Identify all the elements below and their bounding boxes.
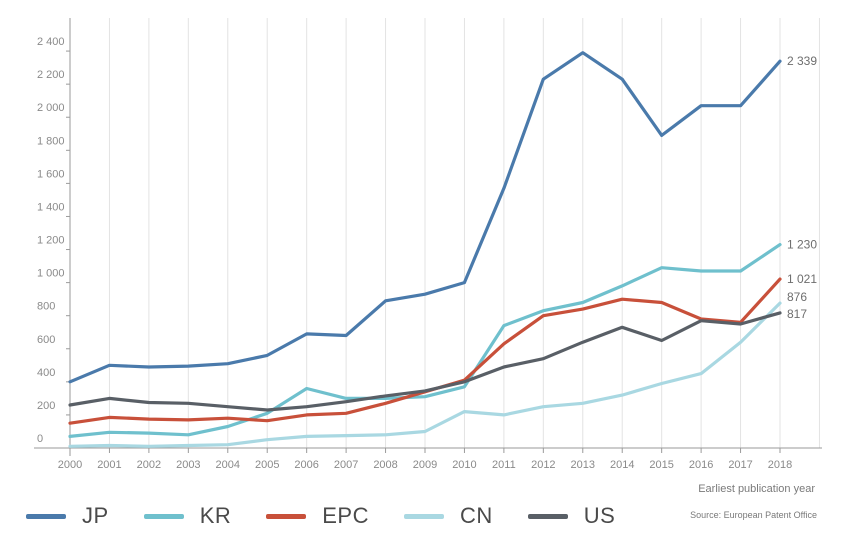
y-tick-label: 600 [37,334,55,346]
series-line-us [68,311,782,412]
chart-grid [34,18,822,456]
y-tick-label: 1 800 [37,135,65,147]
legend-swatch [404,513,444,519]
end-label-epc: 1 021 [787,272,817,286]
x-axis: 2000 2001 2002 2003 2004 2005 2006 2007 2008 2009… [58,448,792,471]
x-tick-label: 2006 [294,459,318,471]
y-tick-label: 400 [37,367,55,379]
legend-item-kr: KR [143,503,232,529]
legend-label: EPC [322,503,369,528]
x-tick-label: 2012 [531,459,555,471]
y-tick-label: 1 400 [37,201,65,213]
y-tick-label: 200 [37,400,55,412]
line-chart: 0 200 400 600 800 1 000 1 200 1 400 1 600 1 800 2 … [34,18,822,495]
end-labels: 2 339 1 230 1 021 876 817 [787,54,817,321]
legend-item-cn: CN [404,503,493,529]
x-tick-label: 2014 [610,459,634,471]
y-tick-label: 1 600 [37,168,65,180]
x-tick-label: 2013 [571,459,595,471]
legend-item-us: US [527,503,616,529]
chart-series [68,51,782,448]
x-tick-label: 2002 [137,459,161,471]
end-label-us: 817 [787,307,807,321]
end-label-jp: 2 339 [787,54,817,68]
y-tick-label: 1 000 [37,268,65,280]
series-line-cn [68,301,782,448]
x-tick-label: 2010 [452,459,476,471]
x-tick-label: 2008 [373,459,397,471]
x-tick-label: 2011 [492,459,516,471]
x-tick-label: 2018 [768,459,792,471]
legend-swatch [26,513,66,519]
x-tick-label: 2005 [255,459,279,471]
x-axis-label: Earliest publication year [698,483,815,495]
x-tick-label: 2000 [58,459,82,471]
y-tick-label: 2 400 [37,36,65,48]
legend-item-jp: JP [26,503,109,529]
y-tick-label: 2 000 [37,102,65,114]
y-tick-label: 800 [37,301,55,313]
legend-swatch [527,513,568,519]
series-line-kr [68,243,782,438]
source-note: Source: European Patent Office [690,510,817,520]
series-line-jp [68,51,782,384]
chart-legend: JP KR EPC CN US [26,503,650,529]
x-tick-label: 2004 [216,459,240,471]
legend-swatch [143,513,184,519]
x-tick-label: 2016 [689,459,713,471]
y-tick-label: 1 200 [37,235,65,247]
y-tick-label: 0 [37,433,43,445]
x-tick-label: 2003 [176,459,200,471]
x-tick-label: 2015 [649,459,673,471]
x-tick-label: 2007 [334,459,358,471]
x-tick-label: 2017 [728,459,752,471]
y-axis: 0 200 400 600 800 1 000 1 200 1 400 1 600 1 800 2 … [37,36,70,449]
x-tick-label: 2009 [413,459,437,471]
end-label-cn: 876 [787,290,807,304]
legend-label: JP [82,503,109,528]
legend-item-epc: EPC [266,503,369,529]
legend-label: KR [199,503,232,528]
end-label-kr: 1 230 [787,238,817,252]
x-tick-label: 2001 [97,459,121,471]
legend-swatch [266,513,307,519]
y-tick-label: 2 200 [37,69,65,81]
legend-label: CN [460,503,493,528]
legend-label: US [583,503,616,528]
